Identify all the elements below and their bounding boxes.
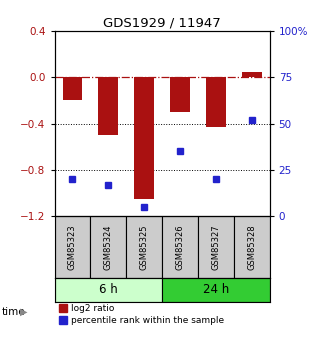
Text: 6 h: 6 h	[99, 283, 118, 296]
Bar	[55, 278, 162, 302]
Text: GSM85325: GSM85325	[140, 224, 149, 269]
Bar	[162, 216, 198, 278]
Bar	[55, 216, 91, 278]
Text: GSM85326: GSM85326	[176, 224, 185, 270]
Bar	[170, 77, 190, 112]
Bar	[234, 216, 270, 278]
Text: time: time	[2, 307, 25, 317]
Text: GSM85328: GSM85328	[247, 224, 256, 270]
Text: 24 h: 24 h	[203, 283, 229, 296]
Legend: log2 ratio, percentile rank within the sample: log2 ratio, percentile rank within the s…	[59, 304, 224, 325]
Text: GSM85324: GSM85324	[104, 224, 113, 269]
Text: ▶: ▶	[20, 307, 27, 317]
Bar	[242, 71, 262, 77]
Bar	[134, 77, 154, 199]
Bar	[126, 216, 162, 278]
Bar	[162, 278, 270, 302]
Bar	[91, 216, 126, 278]
Text: GSM85323: GSM85323	[68, 224, 77, 270]
Bar	[206, 77, 226, 127]
Bar	[99, 77, 118, 135]
Text: GSM85327: GSM85327	[211, 224, 221, 270]
Bar	[63, 77, 82, 100]
Title: GDS1929 / 11947: GDS1929 / 11947	[103, 17, 221, 30]
Bar	[198, 216, 234, 278]
